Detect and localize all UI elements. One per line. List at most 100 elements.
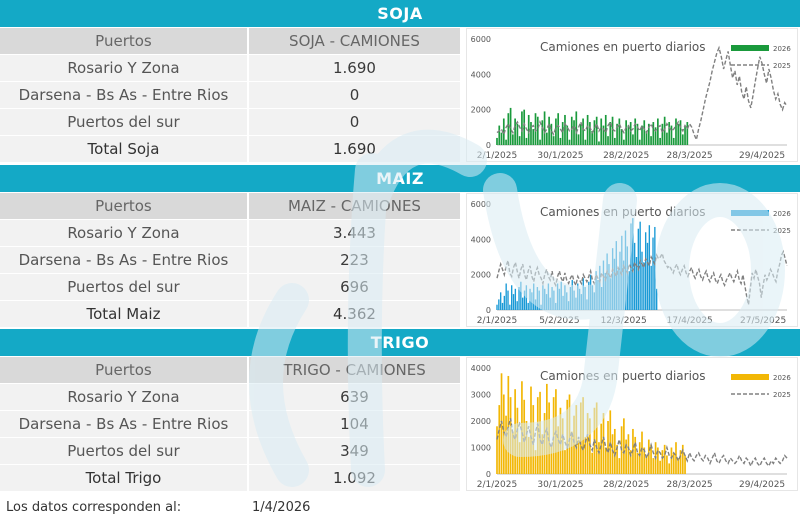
bar	[557, 426, 560, 474]
bar	[595, 116, 598, 145]
bar	[625, 120, 627, 145]
bar	[544, 288, 546, 310]
bar	[520, 281, 522, 310]
bar	[677, 458, 680, 474]
bar	[570, 431, 573, 474]
bar	[503, 295, 506, 310]
bar	[586, 299, 588, 310]
bar	[599, 265, 601, 310]
y-tick-label: 2000	[471, 417, 491, 426]
bar	[611, 116, 614, 145]
bar	[527, 302, 529, 310]
bar	[632, 134, 634, 145]
table-row: Rosario Y Zona 639	[0, 384, 460, 411]
bar	[659, 137, 661, 145]
legend-swatch-bar	[731, 45, 769, 51]
bar	[648, 225, 651, 310]
bar	[597, 279, 599, 310]
bar	[525, 137, 528, 145]
bar	[584, 287, 586, 310]
bar	[652, 237, 654, 310]
bar	[638, 442, 641, 474]
bar	[573, 120, 575, 145]
bar	[547, 283, 550, 310]
bar	[593, 120, 596, 145]
daily-trucks-chart: 0 1000 2000 3000 4000 2/1/2025 30/1/2025 28/2/2…	[466, 357, 798, 491]
section-title: SOJA	[0, 0, 800, 27]
bar	[545, 294, 548, 310]
bar	[613, 258, 616, 310]
truck-count: 0	[248, 109, 460, 135]
x-tick-label: 2/1/2025	[477, 480, 517, 490]
legend-label: 2025	[773, 391, 791, 399]
bar	[566, 292, 568, 310]
bar	[677, 123, 680, 145]
bar	[505, 415, 507, 474]
bar	[647, 123, 650, 145]
x-tick-label: 28/2/2025	[603, 480, 649, 490]
bar	[629, 122, 632, 145]
bar	[507, 113, 510, 145]
daily-trucks-chart: 0 2000 4000 6000 2/1/2025 5/2/2025 12/3/2025 17…	[466, 193, 798, 327]
bar	[627, 125, 630, 145]
table-header: Puertos MAIZ - CAMIONES	[0, 193, 460, 220]
bar	[632, 218, 634, 310]
bar	[534, 299, 537, 310]
bar	[505, 283, 507, 310]
bar	[509, 304, 511, 310]
ports-table: Puertos MAIZ - CAMIONES Rosario Y Zona 3…	[0, 193, 460, 328]
total-label: Total Trigo	[0, 465, 247, 491]
chart-title: Camiones en puerto diarios	[540, 40, 706, 54]
bar	[672, 452, 675, 474]
table-row: Rosario Y Zona 1.690	[0, 55, 460, 82]
port-name: Puertos del sur	[0, 274, 247, 300]
bar	[510, 285, 513, 310]
bar	[659, 460, 661, 474]
chart-title: Camiones en puerto diarios	[540, 369, 706, 383]
total-value: 4.362	[248, 301, 460, 327]
bar	[536, 397, 539, 474]
bar	[548, 116, 550, 145]
bar	[540, 304, 542, 310]
y-tick-label: 4000	[471, 364, 491, 373]
port-name: Darsena - Bs As - Entre Rios	[0, 411, 247, 437]
total-label: Total Soja	[0, 136, 247, 162]
bar	[498, 299, 500, 310]
bar	[623, 418, 625, 474]
bar	[650, 444, 652, 474]
bar	[643, 120, 646, 145]
truck-count: 3.443	[248, 220, 460, 246]
bar	[643, 262, 645, 310]
bar	[670, 125, 673, 145]
truck-count: 223	[248, 247, 460, 273]
bar	[575, 405, 578, 474]
bar	[562, 295, 564, 310]
bar	[516, 407, 519, 474]
bar	[522, 297, 524, 310]
y-tick-label: 0	[486, 141, 491, 150]
bar	[577, 134, 580, 145]
bar	[573, 290, 575, 310]
bar	[529, 288, 531, 310]
truck-count: 104	[248, 411, 460, 437]
y-tick-label: 0	[486, 470, 491, 479]
bar	[518, 287, 520, 310]
bar	[514, 389, 516, 474]
y-tick-label: 4000	[471, 235, 491, 244]
bar	[516, 301, 518, 310]
bar	[512, 134, 514, 145]
x-tick-label: 29/4/2025	[739, 480, 785, 490]
bar	[645, 455, 648, 474]
chart-svg: 0 2000 4000 6000 2/1/2025 5/2/2025 12/3/2025 17…	[471, 200, 792, 326]
bar	[514, 288, 517, 310]
bar	[566, 399, 569, 474]
bar	[507, 290, 509, 310]
bar	[571, 279, 573, 310]
bar	[500, 132, 503, 145]
bar	[666, 132, 668, 145]
bar	[620, 129, 623, 145]
bar	[498, 405, 501, 474]
bar	[577, 439, 580, 474]
bar	[564, 114, 566, 145]
bar	[532, 129, 535, 145]
